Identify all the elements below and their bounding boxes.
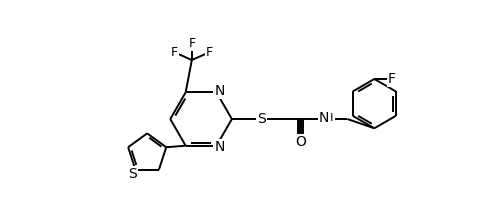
Text: S: S (257, 112, 266, 126)
Text: F: F (388, 72, 396, 86)
Text: O: O (296, 135, 307, 149)
Text: F: F (206, 46, 213, 59)
Text: N: N (214, 140, 225, 154)
Text: N: N (214, 84, 225, 98)
Text: H: H (325, 113, 333, 123)
Text: F: F (188, 37, 196, 50)
Text: S: S (128, 167, 137, 181)
Text: F: F (171, 46, 178, 59)
Text: N: N (319, 111, 329, 125)
